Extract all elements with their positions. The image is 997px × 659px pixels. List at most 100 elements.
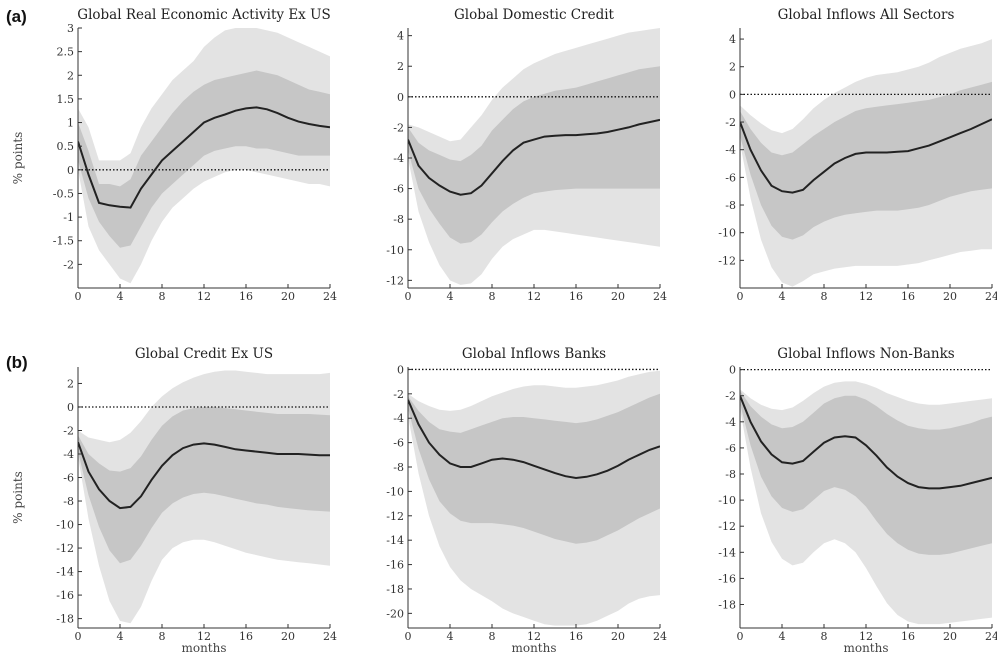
y-tick-label: 2.5 bbox=[57, 46, 75, 59]
panel-title: Global Domestic Credit bbox=[454, 7, 615, 23]
plot-area bbox=[740, 368, 992, 625]
y-tick-label: 0 bbox=[67, 164, 74, 177]
y-tick-label: -2 bbox=[725, 390, 736, 403]
y-tick-label: 1.5 bbox=[57, 93, 75, 106]
y-tick-label: -18 bbox=[56, 613, 74, 626]
x-tick-label: 16 bbox=[569, 630, 583, 643]
panel-title: Global Credit Ex US bbox=[135, 346, 273, 362]
band-90-percent bbox=[78, 28, 330, 284]
plot-area bbox=[408, 28, 660, 285]
x-axis-label: months bbox=[181, 641, 226, 655]
y-tick-label: 0 bbox=[729, 364, 736, 377]
x-tick-label: 20 bbox=[281, 630, 295, 643]
x-tick-label: 12 bbox=[197, 290, 211, 303]
y-tick-label: -18 bbox=[386, 583, 404, 596]
x-tick-label: 8 bbox=[821, 290, 828, 303]
y-tick-label: -2 bbox=[393, 388, 404, 401]
y-axis-label: % points bbox=[11, 132, 25, 185]
panel-title: Global Inflows Banks bbox=[462, 346, 606, 362]
x-tick-label: 16 bbox=[901, 630, 915, 643]
y-tick-label: -20 bbox=[386, 607, 404, 620]
x-tick-label: 0 bbox=[737, 630, 744, 643]
y-tick-label: 4 bbox=[397, 30, 404, 43]
y-tick-label: -14 bbox=[56, 566, 74, 579]
y-tick-label: -2 bbox=[63, 258, 74, 271]
plot-area bbox=[740, 39, 992, 287]
chart-panel-5: -20-18-16-14-12-10-8-6-4-200 4 8 12 16 20 24Gl… bbox=[386, 346, 667, 655]
y-tick-label: 0 bbox=[67, 401, 74, 414]
y-tick-label: -16 bbox=[386, 559, 404, 572]
y-tick-label: -6 bbox=[725, 171, 736, 184]
y-tick-label: 2 bbox=[67, 69, 74, 82]
chart-panels: -2-1.5-1-0.500.511.522.530 4 8 12 16 20 24Glob… bbox=[11, 7, 997, 655]
panel-title: Global Real Economic Activity Ex US bbox=[77, 7, 330, 23]
x-tick-label: 0 bbox=[405, 290, 412, 303]
x-tick-label: 12 bbox=[527, 630, 541, 643]
y-tick-label: -2 bbox=[393, 121, 404, 134]
plot-area bbox=[78, 370, 330, 624]
y-tick-label: -6 bbox=[393, 437, 404, 450]
x-tick-label: 16 bbox=[239, 290, 253, 303]
band-68-percent bbox=[740, 390, 992, 555]
y-tick-label: 1 bbox=[67, 117, 74, 130]
x-axis-label: months bbox=[511, 641, 556, 655]
x-tick-label: 20 bbox=[611, 290, 625, 303]
y-tick-label: -4 bbox=[393, 152, 404, 165]
x-tick-label: 20 bbox=[943, 630, 957, 643]
y-tick-label: -6 bbox=[393, 183, 404, 196]
x-tick-label: 20 bbox=[611, 630, 625, 643]
x-tick-label: 4 bbox=[447, 630, 454, 643]
panel-title: Global Inflows Non-Banks bbox=[777, 346, 955, 362]
y-tick-label: -18 bbox=[718, 599, 736, 612]
y-tick-label: -10 bbox=[386, 244, 404, 257]
x-tick-label: 24 bbox=[653, 630, 667, 643]
y-tick-label: 2 bbox=[67, 377, 74, 390]
y-tick-label: -8 bbox=[393, 213, 404, 226]
panel-title: Global Inflows All Sectors bbox=[778, 7, 955, 23]
band-68-percent bbox=[740, 81, 992, 240]
x-tick-label: 12 bbox=[859, 630, 873, 643]
y-tick-label: -12 bbox=[56, 542, 74, 555]
panel-label-b: (b) bbox=[6, 353, 28, 372]
x-tick-label: 4 bbox=[117, 290, 124, 303]
y-tick-label: 2 bbox=[729, 61, 736, 74]
plot-area bbox=[408, 368, 660, 626]
y-tick-label: -8 bbox=[393, 461, 404, 474]
median-response-line bbox=[740, 118, 992, 194]
band-68-percent bbox=[408, 66, 660, 244]
y-tick-label: -8 bbox=[63, 495, 74, 508]
y-tick-label: 3 bbox=[67, 22, 74, 35]
y-tick-label: -12 bbox=[718, 520, 736, 533]
x-tick-label: 0 bbox=[405, 630, 412, 643]
plot-area bbox=[78, 28, 330, 284]
y-tick-label: -12 bbox=[386, 510, 404, 523]
x-tick-label: 4 bbox=[117, 630, 124, 643]
y-tick-label: -4 bbox=[63, 448, 74, 461]
y-tick-label: 0 bbox=[397, 363, 404, 376]
y-tick-label: 0.5 bbox=[57, 140, 75, 153]
x-tick-label: 4 bbox=[779, 630, 786, 643]
median-response-line bbox=[740, 395, 992, 490]
x-tick-label: 24 bbox=[653, 290, 667, 303]
y-tick-label: -1.5 bbox=[53, 235, 74, 248]
y-tick-label: 0 bbox=[397, 91, 404, 104]
x-tick-label: 16 bbox=[569, 290, 583, 303]
median-response-line bbox=[78, 441, 330, 510]
x-tick-label: 24 bbox=[985, 630, 997, 643]
y-tick-label: -6 bbox=[725, 442, 736, 455]
x-tick-label: 8 bbox=[821, 630, 828, 643]
x-tick-label: 8 bbox=[159, 630, 166, 643]
median-response-line bbox=[408, 118, 660, 196]
x-tick-label: 16 bbox=[901, 290, 915, 303]
y-tick-label: -4 bbox=[725, 144, 736, 157]
band-68-percent bbox=[78, 407, 330, 564]
y-tick-label: -16 bbox=[56, 589, 74, 602]
x-tick-label: 20 bbox=[281, 290, 295, 303]
y-tick-label: 4 bbox=[729, 33, 736, 46]
band-68-percent bbox=[408, 393, 660, 544]
y-tick-label: -10 bbox=[386, 485, 404, 498]
x-tick-label: 0 bbox=[75, 630, 82, 643]
